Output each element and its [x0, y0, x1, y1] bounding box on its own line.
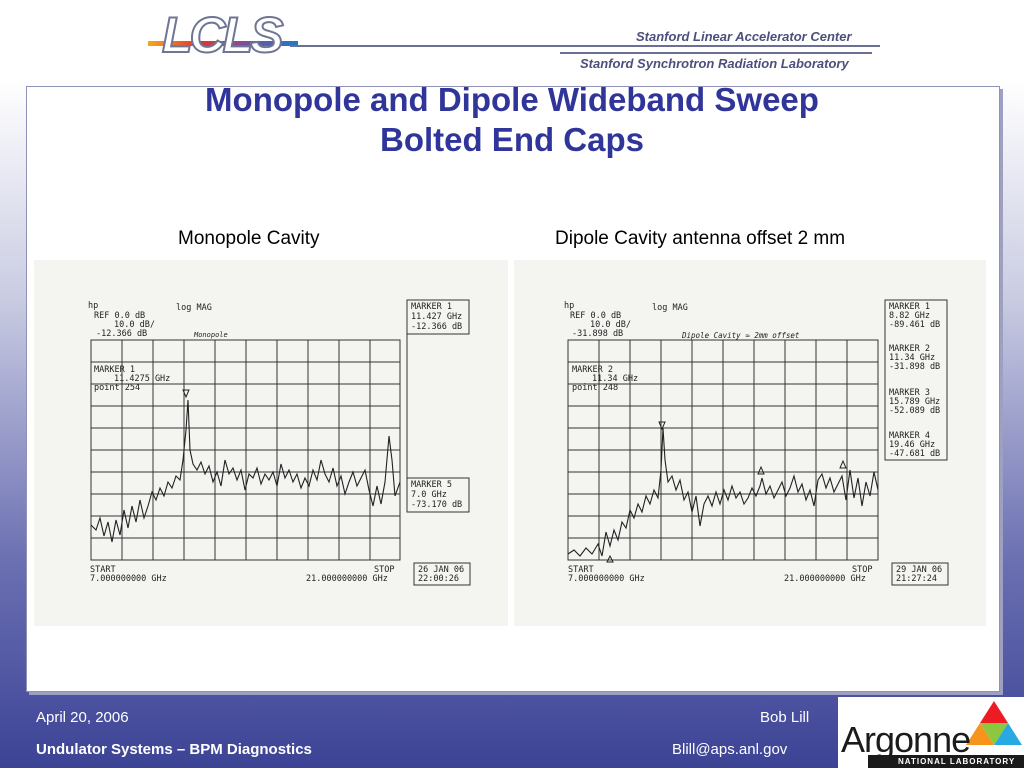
monopole-sweep-image: hp REF 0.0 dB 10.0 dB/ -12.366 dB log MA…	[34, 260, 508, 626]
marker-1-title: MARKER 1	[889, 302, 930, 312]
marker5-value: -73.170 dB	[411, 500, 462, 510]
marker-1-value: -89.461 dB	[889, 320, 940, 330]
marker-box-value: -12.366 dB	[411, 322, 462, 332]
marker-2-freq: 11.34 GHz	[889, 353, 935, 363]
svg-text:hp: hp	[88, 301, 98, 311]
marker-4-freq: 19.46 GHz	[889, 440, 935, 450]
dipole-sweep-plot: hp REF 0.0 dB 10.0 dB/ -31.898 dB log MA…	[564, 299, 949, 586]
ref-value: -31.898 dB	[572, 329, 623, 339]
logo-color-bar	[148, 41, 298, 46]
org-line-2: Stanford Synchrotron Radiation Laborator…	[580, 56, 849, 71]
start-value: 7.000000000 GHz	[90, 574, 167, 584]
header-rule-top	[290, 45, 880, 47]
start-label: START	[568, 565, 594, 575]
stop-value: 21.000000000 GHz	[784, 574, 866, 584]
scan-time: 22:00:26	[418, 574, 459, 584]
marker-4-arrow	[839, 459, 847, 469]
logo-text: LCLS	[161, 6, 285, 64]
header-rule-bottom	[560, 52, 872, 54]
argonne-wordmark: Argonne	[841, 719, 971, 760]
marker-4-value: -47.681 dB	[889, 449, 940, 459]
handwritten-note: Monopole	[193, 331, 228, 339]
marker-3-title: MARKER 3	[889, 388, 930, 398]
marker-3-value: -52.089 dB	[889, 406, 940, 416]
marker-1-arrow	[182, 389, 190, 399]
ref-level: REF 0.0 dB	[94, 311, 145, 321]
inset-marker-label: MARKER 2	[572, 365, 613, 375]
inset-marker-point: point 254	[94, 383, 140, 393]
format-mode: log MAG	[652, 303, 688, 313]
scan-time: 21:27:24	[896, 574, 937, 584]
slide-header: LCLS Stanford Linear Accelerator Center …	[0, 0, 1024, 78]
inset-marker-freq: 11.34 GHz	[592, 374, 638, 384]
monopole-trace	[90, 399, 401, 543]
marker-2-title: MARKER 2	[889, 344, 930, 354]
dipole-trace	[567, 427, 879, 557]
caption-dipole: Dipole Cavity antenna offset 2 mm	[555, 228, 846, 249]
marker-1-freq: 8.82 GHz	[889, 311, 930, 321]
dipole-sweep-image: hp REF 0.0 dB 10.0 dB/ -31.898 dB log MA…	[514, 260, 986, 626]
slide-title: Monopole and Dipole Wideband Sweep Bolte…	[0, 80, 1024, 160]
marker-2-arrow	[658, 421, 666, 431]
marker-3-freq: 15.789 GHz	[889, 397, 940, 407]
inset-marker-point: point 248	[572, 383, 618, 393]
marker5-title: MARKER 5	[411, 480, 452, 490]
marker-box-title: MARKER 1	[411, 302, 452, 312]
start-value: 7.000000000 GHz	[568, 574, 645, 584]
inset-marker-label: MARKER 1	[94, 365, 135, 375]
argonne-tagline: NATIONAL LABORATORY	[868, 755, 1024, 768]
marker-1-arrow	[606, 554, 614, 563]
inset-marker-freq: 11.4275 GHz	[114, 374, 170, 384]
argonne-triangle-icon	[966, 701, 1022, 745]
scale-div: 10.0 dB/	[114, 320, 155, 330]
start-label: START	[90, 565, 116, 575]
monopole-sweep-plot: hp REF 0.0 dB 10.0 dB/ -12.366 dB log MA…	[88, 299, 471, 586]
marker-4-title: MARKER 4	[889, 431, 930, 441]
footer-author: Bob Lill	[760, 709, 810, 726]
footer-date: April 20, 2006	[36, 709, 129, 726]
format-mode: log MAG	[176, 303, 212, 313]
title-line-1: Monopole and Dipole Wideband Sweep	[205, 81, 819, 118]
ref-level: REF 0.0 dB	[570, 311, 621, 321]
stop-value: 21.000000000 GHz	[306, 574, 388, 584]
marker-3-arrow	[757, 465, 765, 475]
caption-monopole: Monopole Cavity	[178, 228, 320, 249]
scale-div: 10.0 dB/	[590, 320, 631, 330]
scan-date: 29 JAN 06	[896, 565, 942, 575]
lcls-logo: LCLS	[148, 6, 298, 64]
marker-box-freq: 11.427 GHz	[411, 312, 462, 322]
argonne-logo: Argonne NATIONAL LABORATORY	[838, 697, 1024, 768]
footer-project: Undulator Systems – BPM Diagnostics	[36, 741, 312, 758]
title-line-2: Bolted End Caps	[379, 121, 645, 158]
marker5-freq: 7.0 GHz	[411, 490, 447, 500]
org-line-1: Stanford Linear Accelerator Center	[636, 29, 852, 44]
scan-date: 26 JAN 06	[418, 565, 464, 575]
handwritten-note: Dipole Cavity ≈ 2mm offset	[681, 331, 800, 340]
stop-label: STOP	[852, 565, 872, 575]
svg-text:hp: hp	[564, 301, 574, 311]
footer-email: Blill@aps.anl.gov	[672, 741, 788, 758]
ref-value: -12.366 dB	[96, 329, 147, 339]
marker-2-value: -31.898 dB	[889, 362, 940, 372]
stop-label: STOP	[374, 565, 394, 575]
